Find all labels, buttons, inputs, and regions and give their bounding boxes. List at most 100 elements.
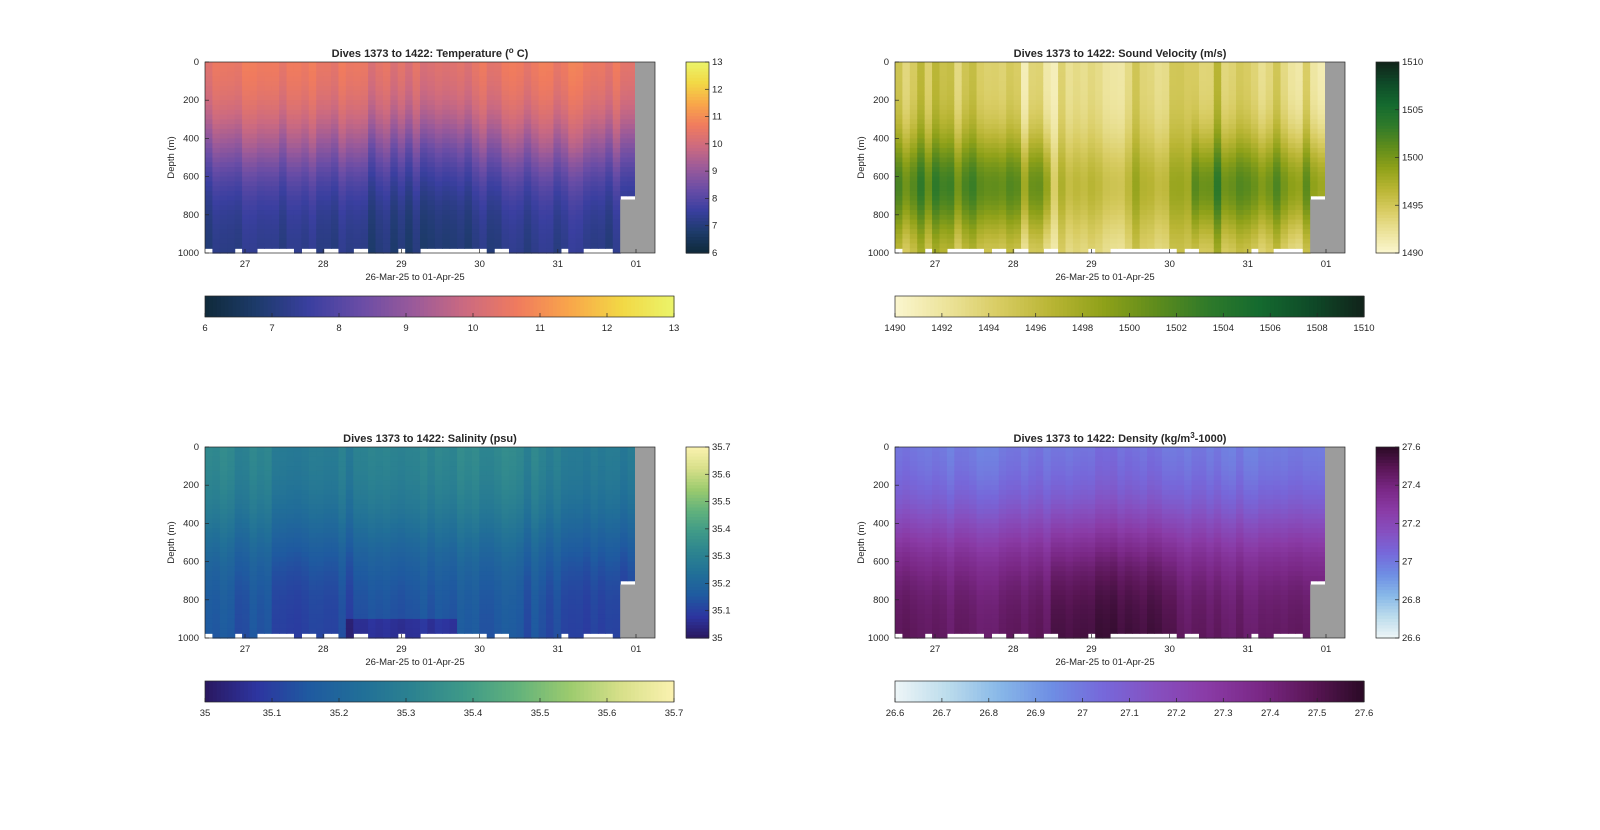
x-tick-label: 01: [1321, 644, 1332, 655]
hcolorbar-tick-label: 27: [1077, 708, 1088, 719]
y-tick-label: 1000: [178, 248, 199, 259]
y-tick-label: 800: [873, 595, 889, 606]
hcolorbar-tick-label: 12: [602, 323, 613, 334]
x-tick-label: 29: [1086, 644, 1097, 655]
x-tick-label: 30: [1164, 259, 1175, 270]
x-tick-label: 29: [396, 644, 407, 655]
colorbar-tick-label: 35.7: [712, 442, 731, 453]
y-tick-label: 400: [183, 133, 199, 144]
hcolorbar-tick-label: 26.9: [1026, 708, 1045, 719]
horizontal-colorbar: [895, 681, 1365, 702]
heatmap-cells: [205, 62, 636, 254]
colorbar-tick-label: 35.5: [712, 497, 731, 508]
y-tick-label: 400: [873, 133, 889, 144]
hcolorbar-tick-label: 1510: [1353, 323, 1374, 334]
hcolorbar-tick-label: 9: [403, 323, 408, 334]
no-data-region: [1310, 584, 1325, 638]
y-tick-label: 400: [873, 518, 889, 529]
x-axis-label: 26-Mar-25 to 01-Apr-25: [1055, 272, 1154, 283]
heatmap-cells: [895, 62, 1326, 254]
colorbar-tick-label: 35.3: [712, 551, 731, 562]
y-tick-label: 800: [183, 210, 199, 221]
hcolorbar-tick-label: 27.6: [1355, 708, 1374, 719]
vertical-colorbar: [1376, 62, 1399, 254]
hcolorbar-tick-label: 1502: [1166, 323, 1187, 334]
hcolorbar-tick-label: 1490: [884, 323, 905, 334]
colorbar-tick-label: 10: [712, 139, 723, 150]
y-tick-label: 200: [183, 95, 199, 106]
salinity-chart: Dives 1373 to 1422: Salinity (psu) 0 200 40…: [0, 385, 800, 785]
x-axis-label: 26-Mar-25 to 01-Apr-25: [365, 657, 464, 668]
y-tick-label: 200: [183, 480, 199, 491]
x-tick-label: 29: [1086, 259, 1097, 270]
no-data-region: [635, 62, 655, 253]
plot-frame: [894, 446, 1346, 639]
hcolorbar-tick-label: 11: [535, 323, 545, 334]
y-tick-label: 200: [873, 480, 889, 491]
y-tick-label: 0: [194, 442, 199, 453]
colorbar-tick-label: 11: [712, 112, 722, 123]
colorbar-tick-label: 35.1: [712, 606, 731, 617]
y-tick-label: 600: [873, 172, 889, 183]
chart-title: Dives 1373 to 1422: Temperature (o C): [332, 46, 529, 61]
hcolorbar-tick-label: 1506: [1260, 323, 1281, 334]
colorbar-tick-label: 6: [712, 248, 717, 259]
hcolorbar-tick-label: 26.6: [886, 708, 905, 719]
hcolorbar-tick-label: 26.8: [980, 708, 999, 719]
y-axis-label: Depth (m): [856, 521, 867, 563]
density-chart: Dives 1373 to 1422: Density (kg/m3-1000)…: [690, 385, 1490, 785]
sound-velocity-chart: Dives 1373 to 1422: Sound Velocity (m/s)…: [690, 0, 1490, 400]
y-tick-label: 600: [183, 172, 199, 183]
colorbar-tick-label: 7: [712, 221, 717, 232]
heatmap-cells: [895, 447, 1326, 639]
colorbar-tick-label: 35.2: [712, 578, 731, 589]
hcolorbar-tick-label: 35.7: [665, 708, 684, 719]
hcolorbar-tick-label: 26.7: [933, 708, 952, 719]
x-tick-label: 28: [318, 644, 329, 655]
hcolorbar-tick-label: 27.1: [1120, 708, 1139, 719]
hcolorbar-tick-label: 8: [336, 323, 341, 334]
y-axis-label: Depth (m): [856, 136, 867, 178]
hcolorbar-tick-label: 35.4: [464, 708, 483, 719]
y-tick-label: 1000: [868, 248, 889, 259]
chart-title: Dives 1373 to 1422: Salinity (psu): [343, 433, 517, 445]
hcolorbar-tick-label: 1498: [1072, 323, 1093, 334]
hcolorbar-tick-label: 35.3: [397, 708, 416, 719]
y-tick-label: 0: [884, 442, 889, 453]
chart-title: Dives 1373 to 1422: Sound Velocity (m/s): [1014, 48, 1227, 60]
x-tick-label: 31: [553, 259, 564, 270]
x-tick-label: 29: [396, 259, 407, 270]
x-tick-label: 27: [240, 259, 251, 270]
y-tick-label: 600: [183, 557, 199, 568]
horizontal-colorbar-frame: [204, 295, 675, 318]
x-tick-label: 27: [930, 259, 941, 270]
colorbar-tick-label: 35: [712, 633, 723, 644]
x-tick-label: 27: [240, 644, 251, 655]
hcolorbar-tick-label: 35.5: [531, 708, 550, 719]
plot-frame: [204, 61, 656, 254]
y-tick-label: 200: [873, 95, 889, 106]
no-data-region: [1325, 62, 1345, 253]
vertical-colorbar-frame: [685, 446, 710, 639]
vertical-colorbar: [686, 447, 709, 639]
y-axis-label: Depth (m): [166, 136, 177, 178]
x-tick-label: 27: [930, 644, 941, 655]
colorbar-tick-label: 35.4: [712, 524, 731, 535]
colorbar-tick-label: 27.2: [1402, 518, 1421, 529]
y-tick-label: 1000: [178, 633, 199, 644]
chart-title: Dives 1373 to 1422: Density (kg/m3-1000): [1014, 431, 1227, 446]
y-tick-label: 800: [873, 210, 889, 221]
vertical-colorbar-frame: [1375, 446, 1400, 639]
no-data-region: [620, 584, 635, 638]
no-data-region: [1325, 447, 1345, 638]
temperature-chart: Dives 1373 to 1422: Temperature (o C) 0 20…: [0, 0, 800, 400]
horizontal-colorbar: [205, 296, 675, 317]
vertical-colorbar: [1376, 447, 1399, 639]
colorbar-tick-label: 12: [712, 84, 723, 95]
x-tick-label: 01: [631, 644, 642, 655]
hcolorbar-tick-label: 1492: [931, 323, 952, 334]
x-tick-label: 28: [318, 259, 329, 270]
hcolorbar-tick-label: 1496: [1025, 323, 1046, 334]
x-tick-label: 28: [1008, 259, 1019, 270]
hcolorbar-tick-label: 6: [202, 323, 207, 334]
